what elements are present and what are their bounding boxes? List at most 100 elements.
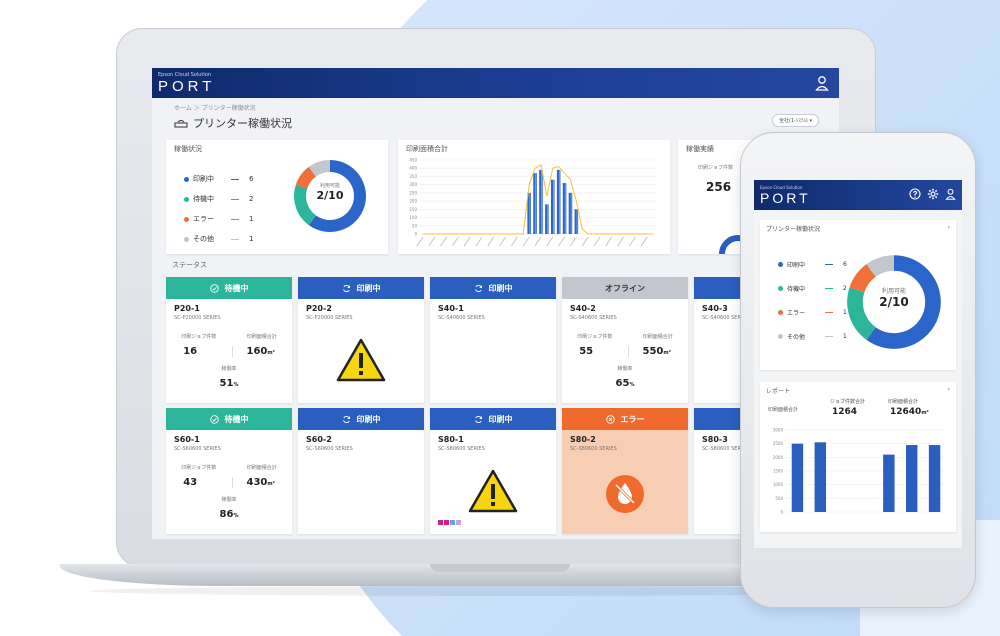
print-area-chart: 450 400 350 300 250 200 150 100 50 0 [409, 158, 656, 247]
donut-slice [295, 166, 317, 189]
printer-card[interactable]: 印刷中 S40-1 SC-S40600 SERIES [430, 277, 556, 403]
rate-value: 86% [166, 509, 292, 520]
bar-highlight [564, 183, 566, 234]
bar [906, 445, 918, 512]
chevron-right-icon[interactable]: › [947, 386, 950, 393]
x-tick-mark [522, 236, 530, 247]
rate-number: 86 [219, 509, 234, 520]
rate-unit: % [233, 513, 239, 519]
op-legend-dot [184, 236, 189, 242]
y-tick-label: 1500 [773, 469, 784, 474]
donut-center-value: 2/10 [316, 189, 344, 202]
ink-violet [456, 520, 461, 525]
printer-card[interactable]: エラー S80-2 SC-S80600 SERIES [562, 408, 688, 534]
gear-icon[interactable] [927, 188, 939, 200]
card-status-header: 印刷中 [430, 408, 556, 430]
phone-report-area-unit: m² [921, 410, 929, 416]
results-value: 256 [706, 180, 732, 194]
refresh-icon [342, 284, 350, 292]
phone-report-card[interactable]: レポート › 印刷面積合計 ジョブ件数合計 1264 印刷面積合計 12640m… [760, 382, 956, 532]
area-number: 160 [246, 346, 268, 357]
y-tick-label: 2500 [773, 441, 784, 446]
card-stat-labels: 印刷ジョブ件数 印刷面積合計 [562, 333, 688, 340]
rate-number: 65 [615, 378, 630, 389]
area-value: 550m² [627, 346, 671, 357]
scope-dropdown[interactable]: 全社(1-ｼｽﾃﾑ) ▾ [772, 114, 819, 127]
phone-report-area-label: 印刷面積合計 [768, 407, 799, 413]
phone-legend-dot [778, 334, 783, 339]
phone-legend-line [825, 312, 833, 313]
op-legend-dot [184, 176, 189, 182]
user-icon[interactable] [815, 75, 829, 91]
check-circle-icon [209, 283, 219, 293]
printer-card[interactable]: 印刷中 S60-2 SC-S60600 SERIES [298, 408, 424, 534]
card-status-header: 印刷中 [430, 277, 556, 299]
phone-report-area-number: 12640 [890, 407, 922, 417]
printer-series: SC-S80600 SERIES [438, 446, 485, 452]
print-area-panel[interactable]: 印刷面積合計 450 400 350 300 250 200 150 100 50 0 [398, 140, 670, 254]
y-tick-label: 200 [409, 199, 417, 204]
bar [791, 443, 804, 512]
op-legend-count: 1 [249, 235, 254, 243]
x-tick-mark [640, 236, 648, 247]
x-tick-mark [581, 236, 589, 247]
bar-highlight [570, 192, 572, 234]
card-stat-values: 43 430m² [166, 477, 292, 488]
donut-center-label: 利用可能 [319, 183, 340, 189]
page-title-text: プリンター稼働状況 [193, 117, 292, 130]
x-tick-mark [629, 236, 636, 247]
phone-legend-count: 1 [843, 333, 847, 340]
y-tick-label: 100 [409, 215, 417, 220]
x-tick-mark [511, 236, 518, 247]
op-legend-line [231, 238, 239, 240]
card-status-label: オフライン [605, 283, 645, 293]
breadcrumb[interactable]: ホーム ＞ プリンター稼働状況 [174, 105, 256, 112]
bar [545, 204, 549, 234]
bar [562, 183, 567, 234]
phone-report-title: レポート [766, 388, 791, 395]
card-status-header: 待機中 [166, 408, 292, 430]
y-tick-label: 450 [409, 158, 417, 163]
phone-legend-dot [778, 262, 783, 267]
phone-legend-dot [778, 310, 783, 315]
x-tick-mark [440, 236, 447, 247]
y-tick-label: 2000 [773, 455, 784, 460]
donut-slice [308, 160, 331, 177]
warning-icon [336, 338, 386, 382]
phone-report-jobs-label: ジョブ件数合計 [830, 399, 866, 405]
op-legend-count: 6 [249, 175, 254, 183]
phone-legend-label: エラー [787, 310, 806, 317]
results-sublabel: 印刷ジョブ件数 [698, 165, 734, 171]
printer-card[interactable]: 待機中 S60-1 SC-S60600 SERIES 印刷ジョブ件数 印刷面積合計 43 4… [166, 408, 292, 534]
printer-series: SC-S40600 SERIES [570, 315, 617, 321]
area-label: 印刷面積合計 [642, 334, 673, 340]
donut-slice [847, 287, 877, 340]
printer-card[interactable]: 印刷中 S80-1 SC-S80600 SERIES [430, 408, 556, 534]
jobs-value: 55 [579, 346, 594, 357]
laptop-shadow [90, 586, 910, 596]
phone-user-icon[interactable] [945, 188, 956, 200]
y-tick-label: 50 [412, 223, 418, 228]
x-tick-mark [487, 236, 495, 247]
rate-label: 稼働率 [617, 366, 633, 372]
x-tick-mark [605, 236, 613, 247]
area-label: 印刷面積合計 [246, 334, 277, 340]
brand-subtitle: Epson Cloud Solution [158, 72, 211, 78]
rate-unit: % [233, 382, 239, 388]
printer-card[interactable]: 待機中 P20-1 SC-P20000 SERIES 印刷ジョブ件数 印刷面積合計 16 1… [166, 277, 292, 403]
card-status-label: 待機中 [224, 283, 249, 293]
op-legend-line [231, 218, 239, 220]
area-number: 550 [642, 346, 664, 357]
printer-name: S60-1 [174, 435, 200, 444]
y-tick-label: 150 [409, 207, 417, 212]
donut-slice [308, 160, 366, 232]
chevron-right-icon[interactable]: › [947, 224, 950, 231]
operation-status-panel[interactable]: 稼働状況 印刷中 6 待機中 2 エラー 1 その他 1 利用可能 2/10 [166, 140, 388, 254]
printer-card[interactable]: オフライン S40-2 SC-S40600 SERIES 印刷ジョブ件数 印刷面積合計 5… [562, 277, 688, 403]
help-icon[interactable] [909, 188, 921, 200]
phone-status-card[interactable]: プリンター稼働状況 › 印刷中 6 待機中 2 エラー 1 その他 1 利用可能 2/10 [760, 220, 956, 370]
printer-card[interactable]: 印刷中 P20-2 SC-P20000 SERIES [298, 277, 424, 403]
card-status-header: オフライン [562, 277, 688, 299]
card-stat-labels: 印刷ジョブ件数 印刷面積合計 [166, 464, 292, 471]
